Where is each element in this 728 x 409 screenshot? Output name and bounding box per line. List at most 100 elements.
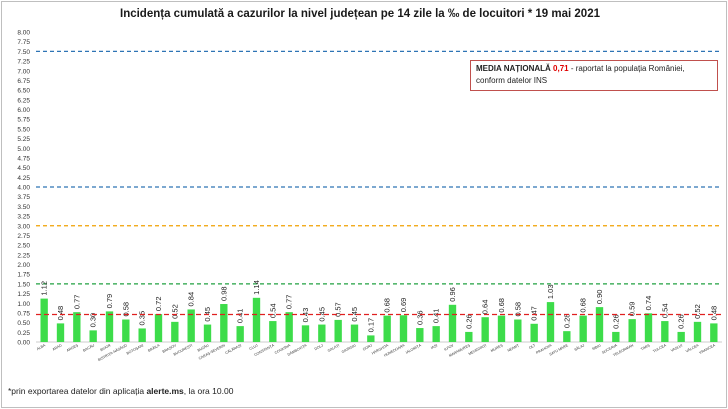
y-tick-label: 3.00 <box>17 223 30 230</box>
bar <box>367 335 375 342</box>
footnote-suffix: , la ora 10.00 <box>183 386 234 396</box>
y-tick-label: 6.00 <box>17 107 30 114</box>
legend-value: 0,71 <box>553 64 569 73</box>
category-label: VÂLCEA <box>685 343 700 353</box>
y-tick-label: 7.00 <box>17 68 30 75</box>
y-tick-label: 0.75 <box>17 310 30 317</box>
y-tick-label: 2.75 <box>17 233 30 240</box>
category-label: GORJ <box>362 343 373 351</box>
bar-value-label: 0.48 <box>56 306 65 321</box>
bar-value-label: 0.26 <box>464 314 473 329</box>
y-tick-label: 2.25 <box>17 252 30 259</box>
category-label: BACĂU <box>82 343 95 353</box>
bar <box>514 319 522 342</box>
category-label: DOLJ <box>314 343 324 351</box>
bar <box>73 312 81 342</box>
bar-value-label: 0.59 <box>628 302 637 317</box>
bar-value-label: 0.69 <box>399 298 408 313</box>
bar-value-label: 0.54 <box>268 303 277 318</box>
bar-value-label: 0.68 <box>383 298 392 313</box>
bar <box>416 328 424 342</box>
bar-value-label: 0.47 <box>530 306 539 321</box>
y-tick-label: 0.25 <box>17 330 30 337</box>
bar-value-label: 0.72 <box>154 296 163 311</box>
category-label: BUZĂU <box>197 343 210 352</box>
category-label: ARGEȘ <box>66 343 80 353</box>
bar-value-label: 0.58 <box>513 302 522 317</box>
category-label: GALAȚI <box>327 343 340 353</box>
y-tick-label: 0.50 <box>17 320 30 327</box>
bar <box>301 325 310 342</box>
category-label: TULCEA <box>652 343 667 353</box>
bar <box>236 326 244 342</box>
y-tick-label: 3.25 <box>17 214 30 221</box>
bar-value-label: 1.14 <box>252 280 261 295</box>
category-label: CLUJ <box>249 343 259 351</box>
category-label: PRAHOVA <box>535 343 553 355</box>
category-label: ILFOV <box>443 343 455 352</box>
bar-value-label: 0.36 <box>415 310 424 325</box>
bar-value-label: 0.45 <box>317 307 326 322</box>
y-tick-label: 1.25 <box>17 291 30 298</box>
bar <box>530 323 538 342</box>
category-label: GIURGIU <box>341 343 357 354</box>
y-tick-label: 3.50 <box>17 204 30 211</box>
y-tick-label: 6.25 <box>17 97 30 104</box>
category-label: IALOMIȚA <box>405 343 422 355</box>
bar <box>628 319 636 342</box>
y-tick-label: 4.00 <box>17 185 30 192</box>
bar <box>220 304 228 342</box>
bar-value-label: 0.68 <box>579 298 588 313</box>
bar <box>399 315 408 342</box>
bar-value-label: 0.41 <box>236 309 245 324</box>
bar-value-label: 0.48 <box>709 306 718 321</box>
bar-value-label: 0.35 <box>138 311 147 326</box>
category-label: NEAMȚ <box>507 343 521 353</box>
bar-value-label: 0.26 <box>611 314 620 329</box>
footnote-prefix: *prin exportarea datelor din aplicația <box>8 386 147 396</box>
bar <box>154 314 163 342</box>
bar-value-label: 0.77 <box>285 295 294 310</box>
y-tick-label: 2.50 <box>17 243 30 250</box>
category-label: SĂLAJ <box>574 343 586 352</box>
y-tick-label: 5.75 <box>17 117 30 124</box>
bar-value-label: 0.45 <box>350 307 359 322</box>
y-tick-label: 1.50 <box>17 281 30 288</box>
bar-value-label: 0.52 <box>170 304 179 319</box>
bar <box>497 315 506 342</box>
y-tick-label: 5.00 <box>17 146 30 153</box>
chart-title: Incidența cumulată a cazurilor la nivel … <box>120 8 600 20</box>
bar-value-label: 0.54 <box>660 303 669 318</box>
category-label: VRANCEA <box>699 343 717 355</box>
bar <box>481 317 489 342</box>
y-tick-label: 7.75 <box>17 39 30 46</box>
bar <box>448 304 457 342</box>
y-tick-label: 6.50 <box>17 88 30 95</box>
bar-value-label: 0.30 <box>89 313 98 328</box>
y-tick-label: 5.25 <box>17 136 30 143</box>
y-tick-label: 1.75 <box>17 272 30 279</box>
category-label: BOTOȘANI <box>126 343 144 355</box>
y-tick-label: 4.50 <box>17 165 30 172</box>
bar <box>677 331 685 342</box>
category-label: VASLUI <box>670 343 683 352</box>
bar-value-label: 0.79 <box>105 294 114 309</box>
y-tick-label: 6.75 <box>17 78 30 85</box>
y-tick-label: 8.00 <box>17 30 30 37</box>
bar <box>171 321 179 342</box>
bar-value-label: 0.98 <box>219 286 228 301</box>
national-average-legend: MEDIA NAȚIONALĂ 0,71 - raportat la popul… <box>470 60 718 91</box>
category-label: BRAȘOV <box>162 343 178 354</box>
bar <box>105 311 114 342</box>
bar <box>644 313 653 342</box>
y-tick-label: 4.25 <box>17 175 30 182</box>
category-label: OLT <box>528 343 537 350</box>
category-label: ALBA <box>36 343 47 351</box>
category-label: SATU MARE <box>549 343 570 357</box>
bar <box>203 324 212 342</box>
bar <box>595 307 604 342</box>
category-label: ARAD <box>52 343 63 351</box>
bar-value-label: 0.84 <box>187 292 196 307</box>
bar-value-label: 0.58 <box>121 302 130 317</box>
category-label: SUCEAVA <box>601 343 618 355</box>
